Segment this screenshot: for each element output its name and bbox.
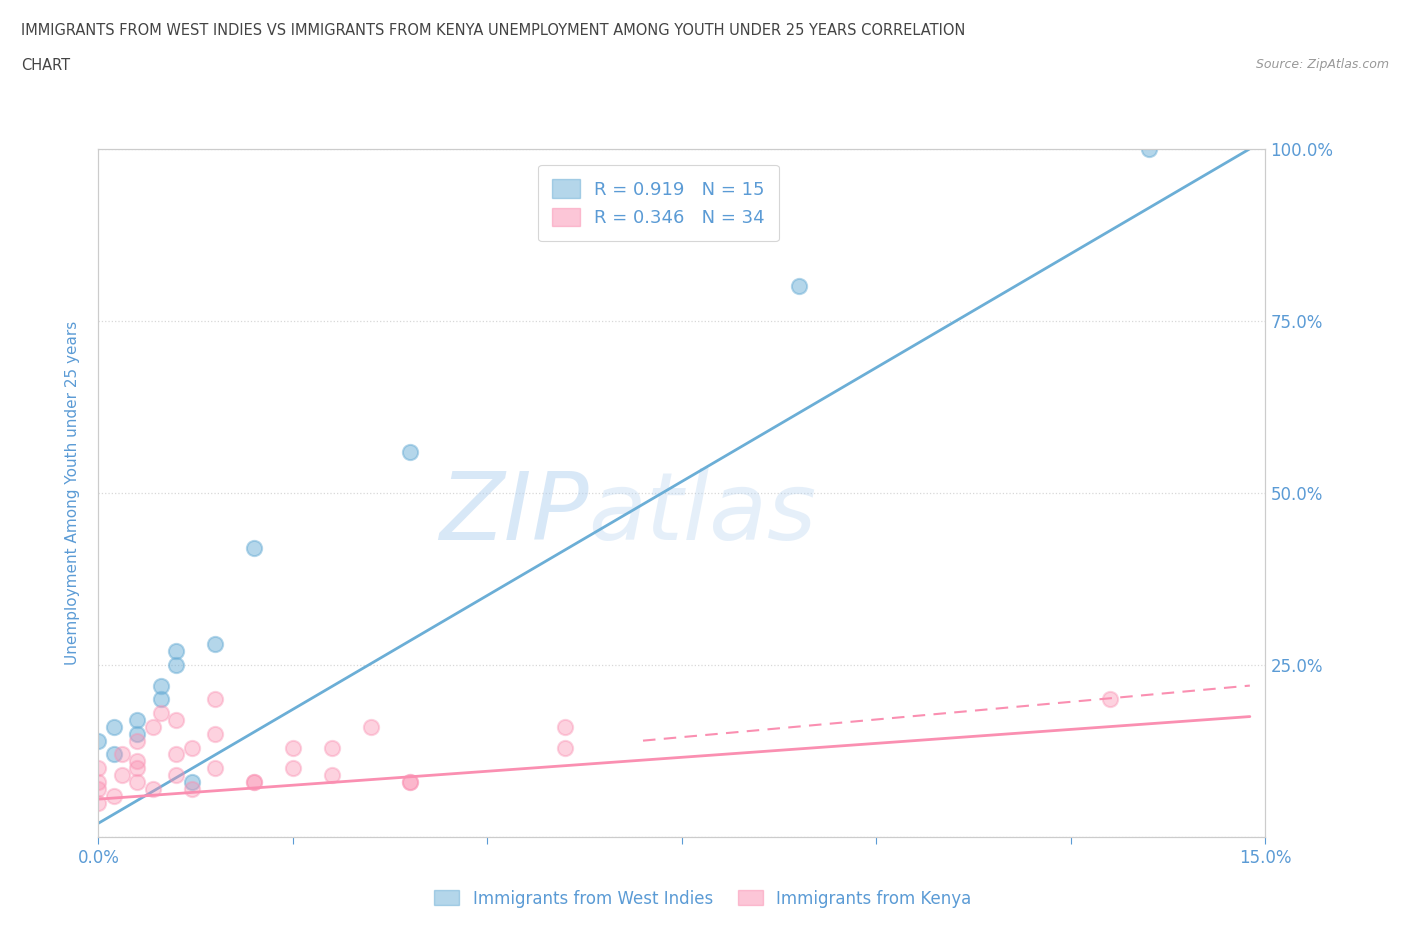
Point	[281, 761, 304, 776]
Point	[127, 775, 149, 790]
Point	[787, 279, 810, 294]
Point	[180, 781, 202, 796]
Point	[398, 775, 420, 790]
Point	[398, 445, 420, 459]
Y-axis label: Unemployment Among Youth under 25 years: Unemployment Among Youth under 25 years	[65, 321, 80, 665]
Point	[127, 761, 149, 776]
Point	[165, 644, 187, 658]
Point	[87, 795, 110, 810]
Point	[1137, 141, 1160, 156]
Point	[127, 754, 149, 769]
Point	[165, 747, 187, 762]
Point	[127, 712, 149, 727]
Text: atlas: atlas	[589, 468, 817, 559]
Point	[111, 767, 134, 782]
Text: Source: ZipAtlas.com: Source: ZipAtlas.com	[1256, 58, 1389, 71]
Text: CHART: CHART	[21, 58, 70, 73]
Point	[165, 712, 187, 727]
Point	[103, 747, 125, 762]
Legend: Immigrants from West Indies, Immigrants from Kenya: Immigrants from West Indies, Immigrants …	[427, 883, 979, 914]
Point	[243, 775, 266, 790]
Point	[149, 692, 172, 707]
Point	[149, 706, 172, 721]
Point	[554, 720, 576, 735]
Point	[87, 775, 110, 790]
Point	[180, 775, 202, 790]
Point	[103, 789, 125, 804]
Legend: R = 0.919   N = 15, R = 0.346   N = 34: R = 0.919 N = 15, R = 0.346 N = 34	[538, 165, 779, 241]
Text: ZIP: ZIP	[439, 468, 589, 559]
Point	[204, 726, 226, 741]
Text: IMMIGRANTS FROM WEST INDIES VS IMMIGRANTS FROM KENYA UNEMPLOYMENT AMONG YOUTH UN: IMMIGRANTS FROM WEST INDIES VS IMMIGRANT…	[21, 23, 966, 38]
Point	[1098, 692, 1121, 707]
Point	[142, 720, 165, 735]
Point	[165, 658, 187, 672]
Point	[87, 761, 110, 776]
Point	[243, 540, 266, 555]
Point	[142, 781, 165, 796]
Point	[87, 733, 110, 748]
Point	[204, 761, 226, 776]
Point	[87, 781, 110, 796]
Point	[111, 747, 134, 762]
Point	[321, 767, 343, 782]
Point	[165, 767, 187, 782]
Point	[398, 775, 420, 790]
Point	[281, 740, 304, 755]
Point	[149, 678, 172, 693]
Point	[204, 637, 226, 652]
Point	[243, 775, 266, 790]
Point	[180, 740, 202, 755]
Point	[127, 733, 149, 748]
Point	[321, 740, 343, 755]
Point	[204, 692, 226, 707]
Point	[103, 720, 125, 735]
Point	[554, 740, 576, 755]
Point	[360, 720, 382, 735]
Point	[127, 726, 149, 741]
